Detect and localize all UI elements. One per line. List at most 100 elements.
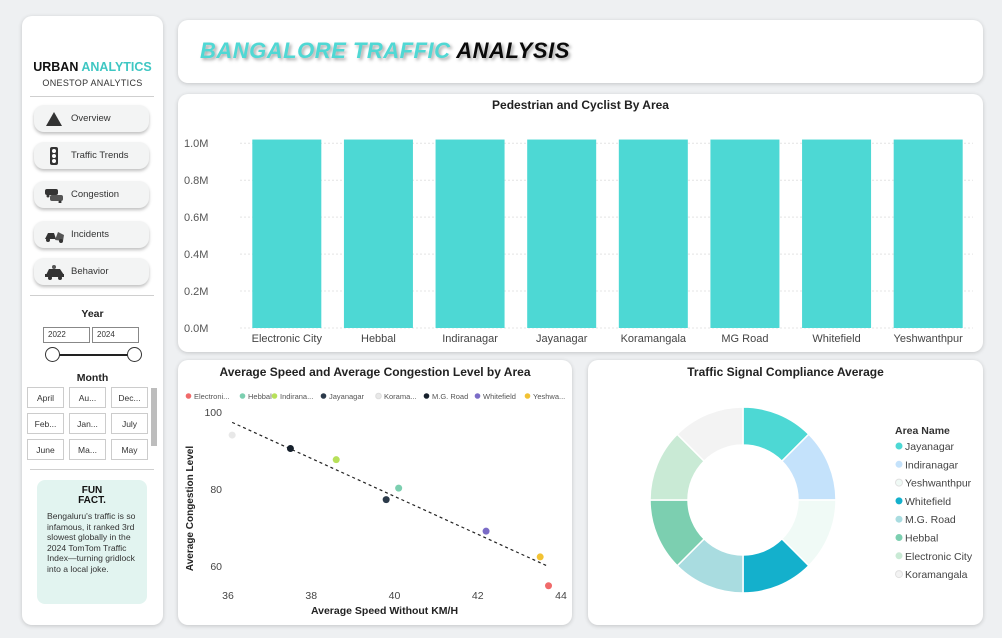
- brand-name: URBAN ANALYTICS: [33, 60, 152, 74]
- scatter-point[interactable]: [395, 484, 403, 492]
- month-option[interactable]: July: [111, 413, 148, 434]
- trend-line: [231, 421, 549, 568]
- nav-traffic-trends-button[interactable]: Traffic Trends: [34, 142, 149, 169]
- divider: [30, 469, 154, 470]
- legend-label: Hebbal: [248, 392, 272, 401]
- legend-label: Koramangala: [905, 569, 968, 581]
- donut-slice[interactable]: [676, 406, 744, 463]
- bar[interactable]: [252, 139, 322, 328]
- bar-y-tick-label: 1.0M: [184, 138, 208, 150]
- legend-marker: [239, 393, 246, 399]
- donut-chart-title: Traffic Signal Compliance Average: [687, 365, 884, 379]
- legend-marker: [895, 442, 903, 450]
- bar[interactable]: [527, 139, 597, 328]
- header: BANGALORE TRAFFIC ANALYSIS: [178, 20, 983, 83]
- legend-marker: [895, 552, 903, 560]
- y-tick-label: 60: [210, 561, 222, 573]
- scatter-chart-card: Average Speed and Average Congestion Lev…: [178, 360, 572, 625]
- scatter-point[interactable]: [536, 553, 544, 561]
- brand-subtitle: ONESTOP ANALYTICS: [42, 78, 143, 88]
- nav-behavior-button[interactable]: Behavior: [34, 258, 149, 285]
- legend-marker: [524, 393, 531, 399]
- legend-marker: [474, 393, 481, 399]
- nav-congestion-label: Congestion: [71, 189, 120, 200]
- legend-label: Whitefield: [483, 392, 516, 401]
- year-to-input[interactable]: 2024: [92, 327, 139, 343]
- legend-label: Indiranagar: [905, 459, 959, 471]
- bar[interactable]: [343, 139, 413, 328]
- bar-y-tick-label: 0.6M: [184, 212, 208, 224]
- bar[interactable]: [893, 139, 963, 328]
- bar-y-tick-label: 0.0M: [184, 323, 208, 335]
- legend-label: Hebbal: [905, 533, 938, 545]
- month-option[interactable]: Feb...: [27, 413, 64, 434]
- legend-label: Jayanagar: [905, 441, 955, 453]
- year-slider-end-handle[interactable]: [127, 347, 142, 362]
- bar[interactable]: [710, 139, 780, 328]
- legend-marker: [423, 393, 430, 399]
- scatter-point[interactable]: [545, 582, 553, 590]
- fun-fact-text: Bengaluru's traffic is so infamous, it r…: [47, 511, 136, 574]
- bar-chart: 0.0M 0.2M 0.4M 0.6M 0.8M 1.0M Electronic City H…: [184, 138, 973, 345]
- month-option[interactable]: April: [27, 387, 64, 408]
- legend-label: Yeshwa...: [533, 392, 565, 401]
- legend-marker: [895, 460, 903, 468]
- year-slider-track[interactable]: [52, 354, 134, 356]
- legend-marker: [895, 515, 903, 523]
- legend-marker: [185, 393, 192, 399]
- bar-y-tick-label: 0.2M: [184, 286, 208, 298]
- month-slicer: April Au... Dec... Feb... Jan... July Ju…: [27, 387, 149, 461]
- divider: [30, 295, 154, 296]
- legend-marker: [895, 478, 903, 487]
- legend-marker: [895, 534, 903, 541]
- y-axis-label: Average Congestion Level: [185, 446, 196, 571]
- month-slicer-scrollbar[interactable]: [151, 388, 157, 446]
- divider: [30, 96, 154, 97]
- scatter-point[interactable]: [286, 445, 294, 453]
- bar-x-tick-label: Whitefield: [812, 333, 860, 345]
- bar-x-tick-label: Electronic City: [252, 333, 323, 345]
- car-crash-icon: [44, 227, 64, 243]
- year-slider-start-handle[interactable]: [45, 347, 60, 362]
- legend-marker: [320, 393, 327, 399]
- scatter-point[interactable]: [382, 496, 390, 504]
- bar-x-tick-label: Koramangala: [621, 333, 687, 345]
- nav-overview-button[interactable]: Overview: [34, 105, 149, 132]
- page-title: BANGALORE TRAFFIC ANALYSIS: [200, 38, 570, 63]
- driver-car-icon: [44, 264, 64, 280]
- month-option[interactable]: Jan...: [69, 413, 106, 434]
- month-option[interactable]: Ma...: [69, 439, 106, 460]
- month-option[interactable]: Dec...: [111, 387, 148, 408]
- x-tick-label: 38: [305, 590, 317, 602]
- y-tick-label: 100: [204, 407, 222, 419]
- scatter-point[interactable]: [482, 527, 490, 535]
- legend-label: Yeshwanthpur: [905, 478, 972, 490]
- scatter-chart-title: Average Speed and Average Congestion Lev…: [219, 365, 531, 379]
- month-option[interactable]: June: [27, 439, 64, 460]
- scatter-chart: Electroni... Hebbal Indirana... Jayanagar Ko…: [185, 392, 567, 617]
- year-from-input[interactable]: 2022: [43, 327, 90, 343]
- fun-fact-title: FUN FACT.: [78, 485, 106, 506]
- nav-traffic-trends-label: Traffic Trends: [71, 150, 129, 161]
- scatter-point[interactable]: [332, 456, 340, 464]
- warning-triangle-icon: [44, 111, 64, 127]
- month-option[interactable]: May: [111, 439, 148, 460]
- nav-congestion-button[interactable]: Congestion: [34, 181, 149, 208]
- bar[interactable]: [802, 139, 872, 328]
- car-jam-icon: [44, 187, 64, 203]
- nav-incidents-label: Incidents: [71, 229, 110, 240]
- bar-x-tick-label: Yeshwanthpur: [894, 333, 964, 345]
- x-tick-label: 40: [389, 590, 401, 602]
- scatter-point[interactable]: [228, 431, 236, 439]
- legend-marker: [895, 497, 903, 505]
- bar-chart-title: Pedestrian and Cyclist By Area: [492, 98, 669, 112]
- x-axis-label: Average Speed Without KM/H: [311, 605, 458, 617]
- month-filter-title: Month: [76, 372, 109, 384]
- bar[interactable]: [435, 139, 505, 328]
- legend-label: Korama...: [384, 392, 417, 401]
- legend-label: M.G. Road: [432, 392, 468, 401]
- month-option[interactable]: Au...: [69, 387, 106, 408]
- legend-label: Electroni...: [194, 392, 229, 401]
- nav-incidents-button[interactable]: Incidents: [34, 221, 149, 248]
- bar[interactable]: [618, 139, 688, 328]
